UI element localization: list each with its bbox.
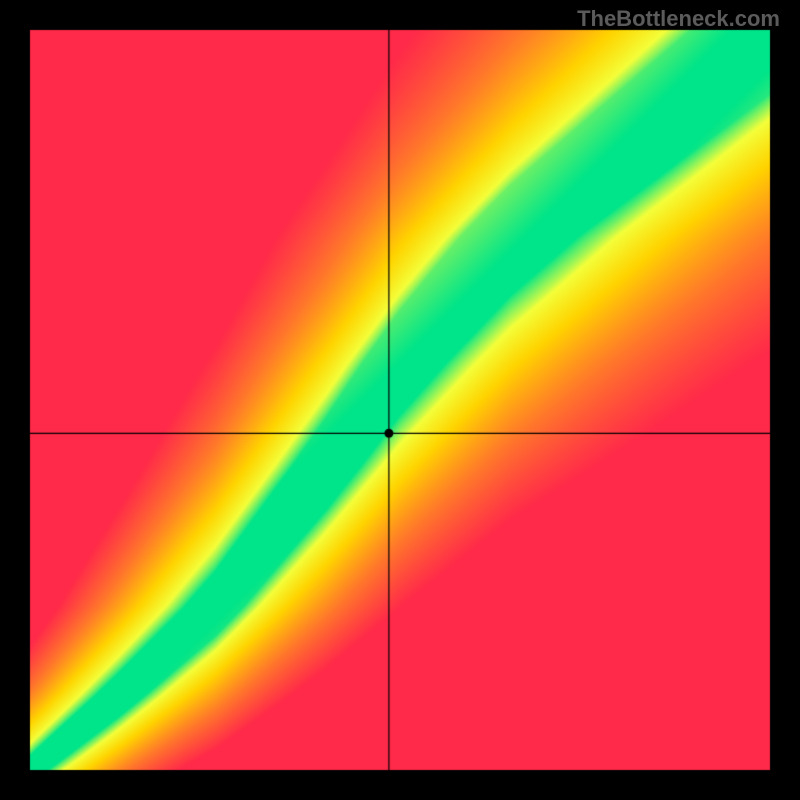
watermark-text: TheBottleneck.com (577, 6, 780, 32)
bottleneck-heatmap-canvas (0, 0, 800, 800)
